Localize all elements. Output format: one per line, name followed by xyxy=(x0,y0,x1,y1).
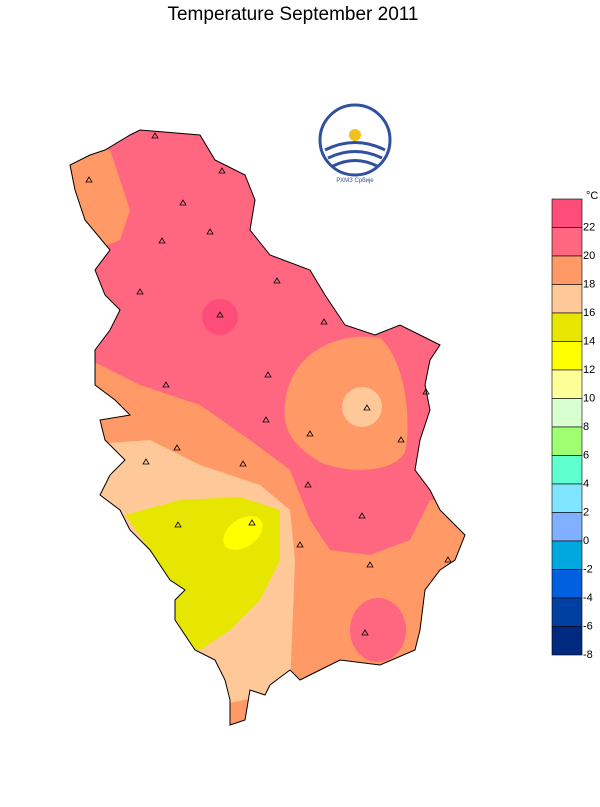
legend-swatch xyxy=(551,284,583,314)
legend-swatch xyxy=(551,540,583,570)
legend-swatch xyxy=(551,341,583,371)
station-marker xyxy=(248,519,256,526)
station-marker xyxy=(262,416,270,423)
legend-label: 2 xyxy=(583,506,589,518)
station-marker xyxy=(296,541,304,548)
station-marker xyxy=(304,481,312,488)
station-marker xyxy=(422,388,430,395)
station-marker xyxy=(273,277,281,284)
legend-label: 10 xyxy=(583,392,595,404)
legend-swatch xyxy=(551,483,583,513)
logo: РХМЗ Србије xyxy=(318,103,392,184)
legend-label: 4 xyxy=(583,478,589,490)
logo-text: РХМЗ Србије xyxy=(336,178,374,184)
station-marker xyxy=(218,167,226,174)
station-marker xyxy=(264,371,272,378)
legend-swatch xyxy=(551,569,583,599)
station-marker xyxy=(216,311,224,318)
station-marker xyxy=(142,458,150,465)
station-marker xyxy=(366,561,374,568)
legend-label: -6 xyxy=(583,620,593,632)
station-marker xyxy=(363,404,371,411)
station-marker xyxy=(239,460,247,467)
legend-label: 14 xyxy=(583,335,595,347)
logo-sun xyxy=(349,129,361,141)
stations xyxy=(85,132,452,636)
legend-label: 0 xyxy=(583,535,589,547)
zone-12-14 xyxy=(223,515,263,551)
legend-label: -8 xyxy=(583,649,593,661)
legend-swatch xyxy=(551,312,583,342)
legend-swatch xyxy=(551,426,583,456)
station-marker xyxy=(306,430,314,437)
map-title: Temperature September 2011 xyxy=(167,4,418,25)
legend-label: 20 xyxy=(583,250,595,262)
legend-swatch xyxy=(551,198,583,228)
zone-16-18 xyxy=(342,387,382,427)
legend-label: -4 xyxy=(583,592,593,604)
station-marker xyxy=(85,176,93,183)
legend-label: -2 xyxy=(583,563,593,575)
legend-swatch xyxy=(551,455,583,485)
station-marker xyxy=(320,318,328,325)
legend-swatch xyxy=(551,597,583,627)
station-marker xyxy=(206,228,214,235)
legend-swatch xyxy=(551,255,583,285)
station-marker xyxy=(444,556,452,563)
station-marker xyxy=(358,512,366,519)
legend-label: 8 xyxy=(583,421,589,433)
logo-waves xyxy=(324,141,386,168)
station-marker xyxy=(162,381,170,388)
legend-label: 18 xyxy=(583,278,595,290)
legend-swatch xyxy=(551,369,583,399)
station-marker xyxy=(158,237,166,244)
legend-unit: °C xyxy=(586,190,598,202)
station-marker xyxy=(397,436,405,443)
station-marker xyxy=(361,629,369,636)
station-marker xyxy=(179,199,187,206)
legend-swatch xyxy=(551,398,583,428)
legend-label: 6 xyxy=(583,449,589,461)
legend-swatch xyxy=(551,227,583,257)
legend-label: 16 xyxy=(583,307,595,319)
zone-20-22 xyxy=(350,598,406,662)
legend-label: 22 xyxy=(583,221,595,233)
legend-swatch xyxy=(551,512,583,542)
station-marker xyxy=(136,288,144,295)
station-marker xyxy=(173,444,181,451)
legend-swatch xyxy=(551,626,583,656)
station-marker xyxy=(151,132,159,139)
legend-label: 12 xyxy=(583,364,595,376)
station-marker xyxy=(174,521,182,528)
